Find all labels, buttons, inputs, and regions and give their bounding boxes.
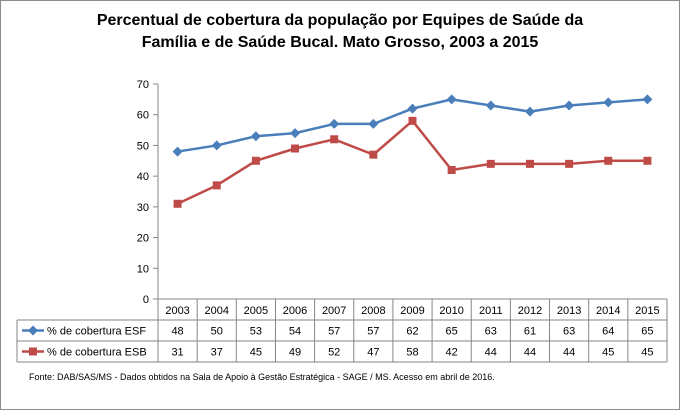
data-point-esf <box>564 100 575 111</box>
x-category-label: 2012 <box>518 305 542 317</box>
data-point-esf <box>603 97 614 108</box>
data-point-esf <box>524 106 535 117</box>
table-value-cell: 64 <box>602 326 614 338</box>
y-tick-label: 50 <box>137 140 149 152</box>
table-value-cell: 44 <box>563 347 575 359</box>
table-value-cell: 65 <box>641 326 653 338</box>
data-point-esb <box>486 159 495 168</box>
x-category-label: 2007 <box>322 305 346 317</box>
table-value-cell: 58 <box>406 347 418 359</box>
data-point-esb <box>251 156 260 165</box>
data-point-esb <box>291 144 300 153</box>
data-point-esb <box>408 116 417 125</box>
x-category-label: 2009 <box>400 305 424 317</box>
table-value-cell: 45 <box>602 347 614 359</box>
x-category-label: 2005 <box>244 305 268 317</box>
chart-title: Percentual de cobertura da população por… <box>0 10 680 54</box>
y-tick-label: 0 <box>143 294 149 306</box>
data-point-esb <box>447 166 456 174</box>
table-value-cell: 63 <box>485 326 497 338</box>
data-point-esf <box>368 118 379 129</box>
y-tick-label: 30 <box>137 202 149 214</box>
x-category-label: 2003 <box>165 305 189 317</box>
data-point-esf <box>642 94 653 105</box>
x-category-label: 2006 <box>283 305 307 317</box>
data-point-esf <box>250 131 261 142</box>
series-line-2 <box>177 119 648 205</box>
data-point-esb <box>643 156 652 165</box>
table-value-cell: 54 <box>289 326 301 338</box>
x-category-label: 2013 <box>557 305 581 317</box>
table-value-cell: 63 <box>563 326 575 338</box>
table-value-cell: 47 <box>367 347 379 359</box>
table-value-cell: 57 <box>328 326 340 338</box>
table-value-cell: 37 <box>211 347 223 359</box>
data-point-esb <box>604 156 613 165</box>
table-value-cell: 42 <box>446 347 458 359</box>
table-value-cell: 61 <box>524 326 536 338</box>
table-value-cell: 52 <box>328 347 340 359</box>
data-point-esb <box>212 181 221 190</box>
data-point-esf <box>485 100 496 111</box>
x-category-label: 2014 <box>596 305 620 317</box>
data-point-esf <box>172 146 183 157</box>
y-tick-label: 40 <box>137 171 149 183</box>
data-point-esf <box>211 140 222 151</box>
data-point-esb <box>173 199 182 208</box>
table-value-cell: 57 <box>367 326 379 338</box>
x-category-label: 2010 <box>439 305 463 317</box>
data-point-esb <box>565 159 574 168</box>
y-tick-label: 20 <box>137 233 149 245</box>
table-value-cell: 45 <box>250 347 262 359</box>
source-note: Fonte: DAB/SAS/MS - Dados obtidos na Sal… <box>29 372 495 382</box>
y-tick-label: 60 <box>137 110 149 122</box>
legend-label: % de cobertura ESF <box>47 326 146 338</box>
x-category-label: 2008 <box>361 305 385 317</box>
table-value-cell: 65 <box>446 326 458 338</box>
chart-title-line-2: Família e de Saúde Bucal. Mato Grosso, 2… <box>141 34 539 51</box>
data-point-esb <box>369 150 378 159</box>
x-category-label: 2011 <box>479 305 503 317</box>
table-value-cell: 48 <box>171 326 183 338</box>
table-value-cell: 44 <box>524 347 536 359</box>
legend-marker-diamond <box>28 325 38 336</box>
legend-marker-square <box>29 347 37 356</box>
data-point-esf <box>446 94 457 105</box>
y-tick-label: 10 <box>137 263 149 275</box>
table-value-cell: 45 <box>641 347 653 359</box>
data-point-esf <box>407 103 418 114</box>
x-category-label: 2004 <box>204 305 228 317</box>
data-point-esb <box>525 159 534 168</box>
data-point-esf <box>329 118 340 129</box>
table-value-cell: 49 <box>289 347 301 359</box>
legend-label: % de cobertura ESB <box>47 347 147 359</box>
y-tick-label: 70 <box>137 79 149 91</box>
data-point-esf <box>290 128 301 139</box>
data-point-esb <box>330 135 339 144</box>
table-value-cell: 62 <box>406 326 418 338</box>
table-value-cell: 50 <box>211 326 223 338</box>
table-value-cell: 44 <box>485 347 497 359</box>
table-value-cell: 53 <box>250 326 262 338</box>
table-value-cell: 31 <box>171 347 183 359</box>
chart-title-line-1: Percentual de cobertura da população por… <box>96 12 584 29</box>
x-category-label: 2015 <box>635 305 659 317</box>
